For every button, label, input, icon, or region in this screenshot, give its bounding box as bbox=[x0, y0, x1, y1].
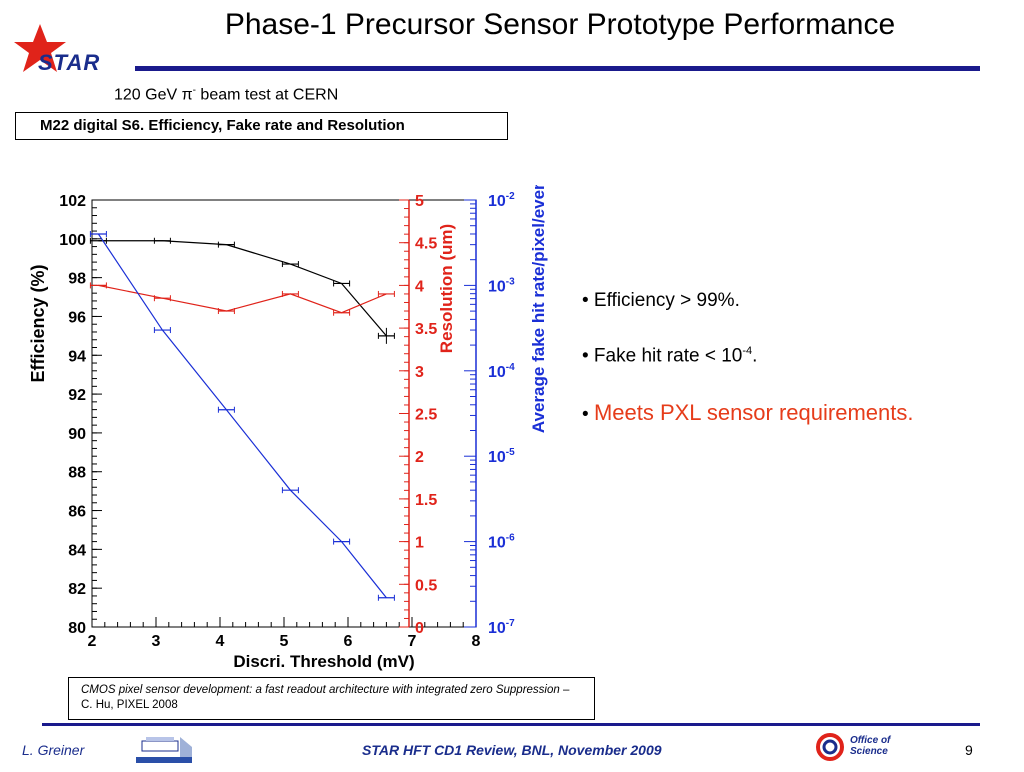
doe-logo-icon bbox=[816, 733, 844, 761]
x-axis-label: Discri. Threshold (mV) bbox=[233, 652, 414, 671]
star-logo-text: STAR bbox=[38, 50, 101, 75]
fake-rate-tick-exp: -3 bbox=[506, 276, 515, 287]
fake-rate-tick-exp: -5 bbox=[506, 447, 515, 458]
doe-line2: Science bbox=[850, 746, 888, 757]
fake-rate-tick-exp: -7 bbox=[506, 618, 515, 629]
resolution-tick-label: 0 bbox=[415, 620, 424, 637]
star-icon bbox=[14, 24, 66, 72]
fake-rate-tick-base: 10 bbox=[488, 535, 506, 552]
footer-event: STAR HFT CD1 Review, BNL, November 2009 bbox=[362, 742, 662, 758]
fake-rate-tick-exp: -4 bbox=[506, 362, 515, 373]
efficiency-tick-label: 100 bbox=[59, 232, 86, 249]
resolution-tick-label: 0.5 bbox=[415, 577, 437, 594]
efficiency-tick-label: 92 bbox=[68, 387, 86, 404]
star-logo bbox=[12, 22, 142, 82]
efficiency-tick-label: 96 bbox=[68, 309, 86, 326]
fake_rate-series-line bbox=[97, 233, 387, 599]
fake-rate-tick-label: 10-7 bbox=[488, 618, 515, 637]
resolution-tick-label: 1.5 bbox=[415, 492, 437, 509]
page-number: 9 bbox=[965, 742, 973, 758]
title-rule bbox=[135, 66, 980, 71]
resolution-tick-label: 3.5 bbox=[415, 321, 437, 338]
bullet-requirements: • Meets PXL sensor requirements. bbox=[582, 400, 914, 426]
x-tick-label: 2 bbox=[88, 633, 97, 650]
efficiency-tick-label: 82 bbox=[68, 581, 86, 598]
fake-rate-axis-label: Average fake hit rate/pixel/event bbox=[529, 185, 548, 433]
resolution-tick-label: 1 bbox=[415, 535, 424, 552]
efficiency-tick-label: 94 bbox=[68, 348, 86, 365]
efficiency-tick-label: 80 bbox=[68, 620, 86, 637]
subtitle-post: beam test at CERN bbox=[195, 86, 339, 104]
efficiency-axis-label: Efficiency (%) bbox=[28, 264, 48, 382]
resolution-tick-label: 4 bbox=[415, 278, 424, 295]
efficiency-tick-label: 98 bbox=[68, 271, 86, 288]
doe-logo-text: Office of Science bbox=[850, 735, 890, 757]
efficiency-tick-label: 84 bbox=[68, 542, 86, 559]
resolution-tick-label: 5 bbox=[415, 193, 424, 210]
x-tick-label: 5 bbox=[280, 633, 289, 650]
x-tick-label: 6 bbox=[344, 633, 353, 650]
resolution-tick-label: 3 bbox=[415, 364, 424, 381]
fake-rate-tick-base: 10 bbox=[488, 364, 506, 381]
x-tick-label: 4 bbox=[216, 633, 225, 650]
subtitle-pre: 120 GeV π bbox=[114, 86, 193, 104]
x-tick-label: 3 bbox=[152, 633, 161, 650]
reference-plain: – C. Hu, PIXEL 2008 bbox=[81, 684, 570, 711]
resolution-tick-label: 4.5 bbox=[415, 236, 437, 253]
reference-box: CMOS pixel sensor development: a fast re… bbox=[68, 677, 595, 720]
fake-rate-tick-label: 10-2 bbox=[488, 191, 515, 210]
fake-rate-tick-base: 10 bbox=[488, 620, 506, 637]
reference-italic: CMOS pixel sensor development: a fast re… bbox=[81, 684, 560, 696]
resolution-tick-label: 2 bbox=[415, 449, 424, 466]
x-tick-label: 8 bbox=[472, 633, 481, 650]
efficiency-tick-label: 86 bbox=[68, 504, 86, 521]
chart: 2 3 4 5 6 7 8 Discri. Threshold (mV) 80 82 84 86 88 9… bbox=[28, 185, 548, 671]
resolution-axis-label: Resolution (um) bbox=[437, 224, 456, 353]
beam-test-subtitle: 120 GeV π- beam test at CERN bbox=[114, 85, 338, 104]
bullet-list: • Efficiency > 99%. • Fake hit rate < 10… bbox=[582, 290, 914, 459]
slide-title: Phase-1 Precursor Sensor Prototype Perfo… bbox=[224, 8, 896, 41]
fake-rate-tick-exp: -6 bbox=[506, 533, 515, 544]
lab-logo-icon bbox=[136, 737, 192, 763]
x-tick-label: 7 bbox=[408, 633, 417, 650]
bullet-fake-rate-sup: -4 bbox=[742, 345, 753, 357]
fake-rate-tick-label: 10-6 bbox=[488, 533, 515, 552]
footer-author: L. Greiner bbox=[22, 742, 85, 758]
doe-logo bbox=[812, 733, 912, 765]
plot-title: M22 digital S6. Efficiency, Fake rate an… bbox=[15, 112, 508, 140]
efficiency-series-line bbox=[98, 240, 387, 337]
efficiency-tick-label: 102 bbox=[59, 193, 86, 210]
bullet-fake-rate-post: . bbox=[752, 345, 758, 367]
bullet-efficiency: • Efficiency > 99%. bbox=[582, 290, 740, 311]
lab-logo bbox=[132, 733, 200, 767]
efficiency-tick-label: 90 bbox=[68, 426, 86, 443]
bullet-fake-rate: • Fake hit rate < 10-4. bbox=[582, 345, 914, 367]
bullet-requirements-text: Meets PXL sensor requirements. bbox=[593, 400, 914, 426]
efficiency-tick-label: 88 bbox=[68, 465, 86, 482]
fake-rate-tick-base: 10 bbox=[488, 449, 506, 466]
fake-rate-tick-base: 10 bbox=[488, 193, 506, 210]
fake-rate-tick-base: 10 bbox=[488, 278, 506, 295]
fake-rate-tick-label: 10-4 bbox=[488, 362, 515, 381]
fake-rate-tick-label: 10-3 bbox=[488, 276, 515, 295]
fake-rate-tick-exp: -2 bbox=[506, 191, 515, 202]
footer-rule bbox=[42, 723, 980, 726]
fake-rate-tick-label: 10-5 bbox=[488, 447, 515, 466]
resolution-tick-label: 2.5 bbox=[415, 407, 437, 424]
bullet-dot: • bbox=[582, 404, 594, 426]
doe-line1: Office of bbox=[850, 735, 891, 746]
resolution-series-line bbox=[98, 284, 387, 314]
subtitle-sup: - bbox=[192, 85, 196, 96]
bullet-fake-rate-pre: • Fake hit rate < 10 bbox=[582, 345, 743, 367]
